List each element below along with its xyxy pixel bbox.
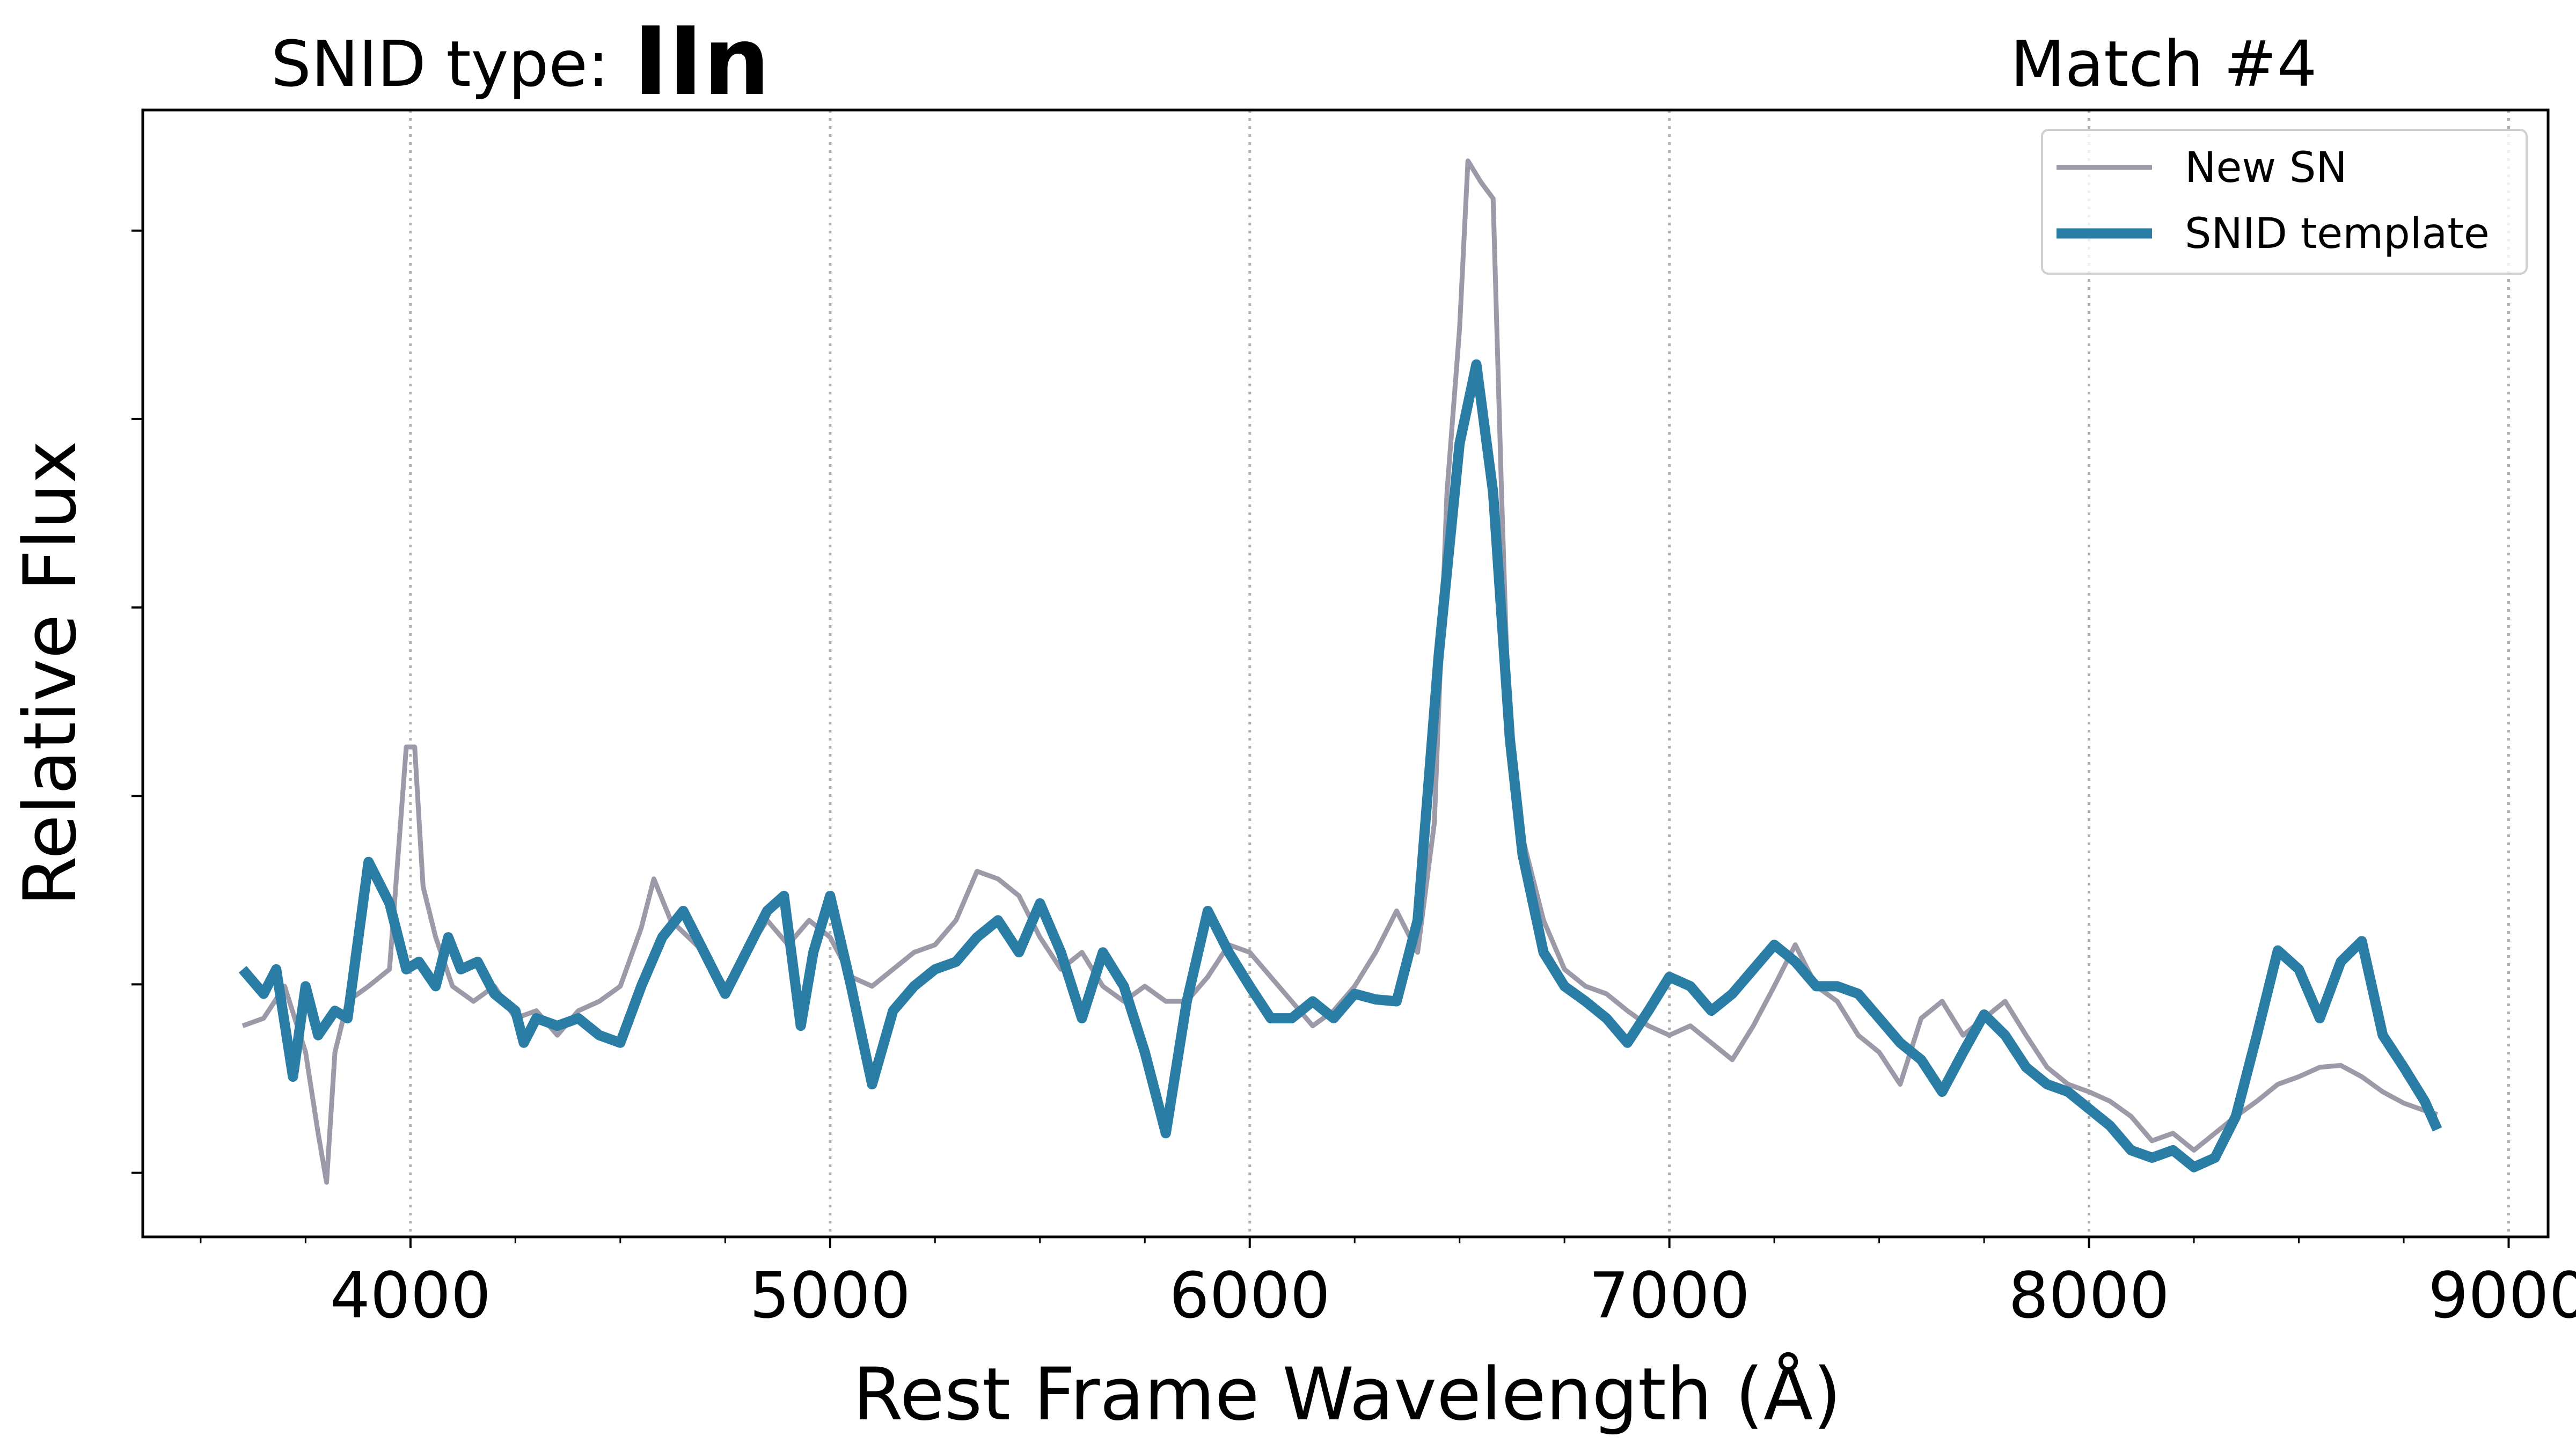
x-tick-label: 5000 [750, 1258, 911, 1332]
x-axis-label: Rest Frame Wavelength (Å) [853, 1352, 1841, 1437]
chart-title: SNID type: [271, 27, 609, 101]
legend-label: SNID template [2185, 210, 2490, 258]
x-tick-label: 7000 [1589, 1258, 1750, 1332]
series-line [238, 359, 2442, 1172]
y-axis-label: Relative Flux [8, 441, 92, 906]
match-label: Match #4 [2010, 27, 2317, 101]
x-tick-label: 8000 [2008, 1258, 2169, 1332]
series-line [241, 158, 2438, 1185]
plot-frame [141, 108, 2550, 1239]
legend-label: New SN [2185, 144, 2347, 192]
chart-subtitle: IIn [633, 8, 770, 116]
x-tick-label: 4000 [330, 1258, 491, 1332]
x-tick-label: 6000 [1169, 1258, 1330, 1332]
x-tick-label: 9000 [2428, 1258, 2576, 1332]
legend-box [2041, 129, 2528, 275]
